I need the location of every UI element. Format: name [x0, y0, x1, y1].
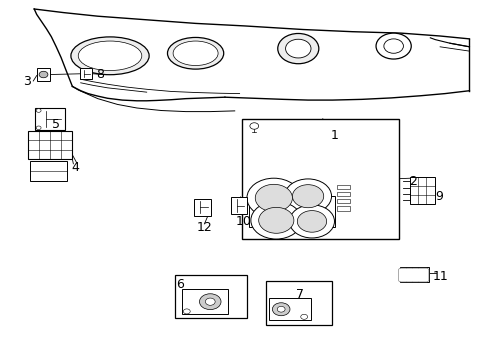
- Circle shape: [289, 205, 334, 238]
- Text: 3: 3: [23, 75, 31, 87]
- Circle shape: [383, 39, 403, 53]
- Text: 6: 6: [176, 278, 183, 291]
- Bar: [337, 185, 349, 189]
- Bar: [409, 177, 434, 204]
- Text: 5: 5: [52, 118, 60, 131]
- Circle shape: [284, 179, 331, 213]
- FancyBboxPatch shape: [398, 268, 428, 282]
- Bar: [265, 281, 331, 325]
- Text: 4: 4: [72, 161, 80, 174]
- Circle shape: [258, 207, 293, 233]
- Bar: [37, 68, 50, 81]
- Circle shape: [36, 126, 41, 130]
- Circle shape: [205, 298, 215, 305]
- Ellipse shape: [78, 41, 142, 71]
- Circle shape: [199, 294, 221, 310]
- Circle shape: [297, 211, 326, 232]
- Bar: [399, 267, 428, 282]
- Text: 2: 2: [408, 175, 416, 188]
- Circle shape: [249, 123, 258, 129]
- Circle shape: [277, 33, 318, 64]
- Circle shape: [36, 109, 41, 112]
- Bar: [268, 298, 310, 320]
- Text: 9: 9: [434, 190, 442, 203]
- Ellipse shape: [71, 37, 149, 75]
- Bar: [194, 199, 210, 216]
- Text: 1: 1: [330, 129, 338, 141]
- Text: 11: 11: [431, 270, 447, 283]
- Bar: [249, 196, 334, 227]
- Bar: [337, 199, 349, 203]
- Text: 12: 12: [196, 221, 212, 234]
- Ellipse shape: [167, 37, 224, 69]
- Bar: [182, 289, 228, 314]
- Circle shape: [277, 306, 285, 312]
- Circle shape: [255, 184, 292, 212]
- Bar: [230, 197, 247, 214]
- Bar: [35, 108, 64, 130]
- Bar: [30, 161, 67, 181]
- Bar: [242, 119, 398, 239]
- Circle shape: [39, 71, 48, 78]
- Ellipse shape: [173, 41, 218, 66]
- Bar: [28, 131, 72, 159]
- Circle shape: [285, 39, 310, 58]
- Text: 7: 7: [295, 288, 303, 301]
- Circle shape: [272, 303, 289, 316]
- Circle shape: [375, 33, 410, 59]
- Bar: [337, 206, 349, 211]
- Text: 10: 10: [235, 215, 251, 228]
- Text: 8: 8: [96, 68, 104, 81]
- Circle shape: [292, 185, 323, 208]
- Bar: [175, 275, 247, 318]
- Circle shape: [183, 309, 190, 314]
- Bar: [337, 192, 349, 196]
- Circle shape: [246, 178, 300, 218]
- Circle shape: [250, 202, 301, 239]
- Circle shape: [300, 314, 307, 319]
- Bar: [80, 68, 92, 79]
